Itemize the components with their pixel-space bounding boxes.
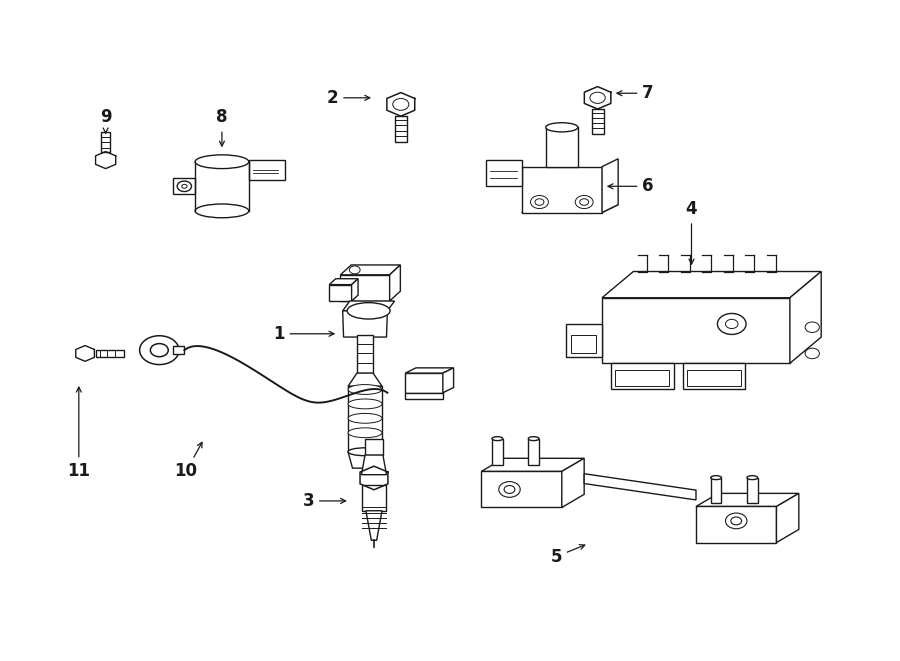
- Polygon shape: [340, 275, 390, 301]
- Polygon shape: [790, 272, 821, 364]
- Text: 4: 4: [686, 200, 698, 264]
- Polygon shape: [348, 451, 382, 468]
- Polygon shape: [602, 159, 618, 213]
- Polygon shape: [390, 265, 400, 301]
- Circle shape: [717, 313, 746, 334]
- Bar: [101, 132, 110, 151]
- Polygon shape: [682, 364, 745, 389]
- Polygon shape: [348, 373, 382, 386]
- Bar: [365, 439, 382, 455]
- Text: 2: 2: [327, 89, 370, 107]
- Circle shape: [530, 196, 548, 209]
- Polygon shape: [584, 474, 696, 500]
- Ellipse shape: [747, 476, 758, 480]
- Polygon shape: [173, 178, 195, 194]
- Circle shape: [535, 199, 544, 206]
- Polygon shape: [248, 160, 284, 180]
- Polygon shape: [173, 346, 184, 354]
- Ellipse shape: [347, 303, 390, 319]
- Text: 1: 1: [273, 325, 334, 343]
- Polygon shape: [602, 272, 821, 297]
- Bar: [528, 439, 539, 465]
- Circle shape: [140, 336, 179, 365]
- Bar: [363, 485, 385, 511]
- Circle shape: [504, 486, 515, 493]
- Text: 9: 9: [100, 108, 112, 133]
- Text: 11: 11: [68, 387, 90, 481]
- Circle shape: [182, 184, 187, 188]
- Circle shape: [731, 517, 742, 525]
- Polygon shape: [343, 311, 387, 337]
- Text: 8: 8: [216, 108, 228, 146]
- Polygon shape: [522, 167, 602, 213]
- Bar: [394, 116, 407, 142]
- Ellipse shape: [195, 155, 248, 169]
- Text: 10: 10: [175, 442, 202, 481]
- Bar: [711, 478, 722, 502]
- Polygon shape: [482, 471, 562, 508]
- Circle shape: [806, 322, 819, 332]
- Circle shape: [499, 482, 520, 497]
- Polygon shape: [405, 368, 454, 373]
- Bar: [492, 439, 503, 465]
- Bar: [95, 350, 124, 357]
- Ellipse shape: [195, 204, 248, 217]
- Ellipse shape: [545, 123, 578, 132]
- Polygon shape: [602, 297, 790, 364]
- Circle shape: [575, 196, 593, 209]
- Ellipse shape: [711, 476, 722, 480]
- Polygon shape: [545, 128, 578, 167]
- Polygon shape: [777, 493, 799, 543]
- Polygon shape: [696, 493, 799, 506]
- Polygon shape: [486, 160, 522, 186]
- Ellipse shape: [348, 399, 382, 408]
- Polygon shape: [329, 279, 358, 285]
- Bar: [747, 478, 758, 502]
- Polygon shape: [562, 458, 584, 508]
- Circle shape: [392, 98, 409, 110]
- Ellipse shape: [348, 413, 382, 423]
- Polygon shape: [329, 285, 352, 301]
- Circle shape: [806, 348, 819, 359]
- Text: 3: 3: [302, 492, 346, 510]
- Bar: [687, 369, 741, 386]
- Circle shape: [349, 266, 360, 274]
- Text: 6: 6: [608, 177, 653, 195]
- Polygon shape: [482, 458, 584, 471]
- Circle shape: [177, 181, 192, 192]
- Text: 5: 5: [550, 545, 585, 566]
- Ellipse shape: [348, 447, 382, 455]
- Text: 7: 7: [617, 84, 654, 102]
- Bar: [591, 109, 604, 134]
- Polygon shape: [566, 324, 602, 357]
- Polygon shape: [352, 279, 358, 301]
- Ellipse shape: [492, 437, 503, 441]
- Circle shape: [725, 513, 747, 529]
- Ellipse shape: [348, 428, 382, 438]
- Circle shape: [580, 199, 589, 206]
- Circle shape: [725, 319, 738, 329]
- Polygon shape: [405, 373, 443, 393]
- Ellipse shape: [348, 385, 382, 395]
- Polygon shape: [362, 455, 386, 475]
- Polygon shape: [340, 265, 400, 275]
- Bar: [357, 335, 374, 373]
- Polygon shape: [405, 393, 443, 399]
- Circle shape: [150, 344, 168, 357]
- Polygon shape: [343, 301, 394, 311]
- Polygon shape: [696, 506, 777, 543]
- Polygon shape: [522, 205, 618, 213]
- Polygon shape: [611, 364, 673, 389]
- Polygon shape: [443, 368, 454, 393]
- Bar: [616, 369, 669, 386]
- Ellipse shape: [528, 437, 539, 441]
- Bar: [571, 335, 596, 354]
- Polygon shape: [366, 511, 382, 540]
- Circle shape: [590, 93, 605, 103]
- Bar: [348, 386, 382, 451]
